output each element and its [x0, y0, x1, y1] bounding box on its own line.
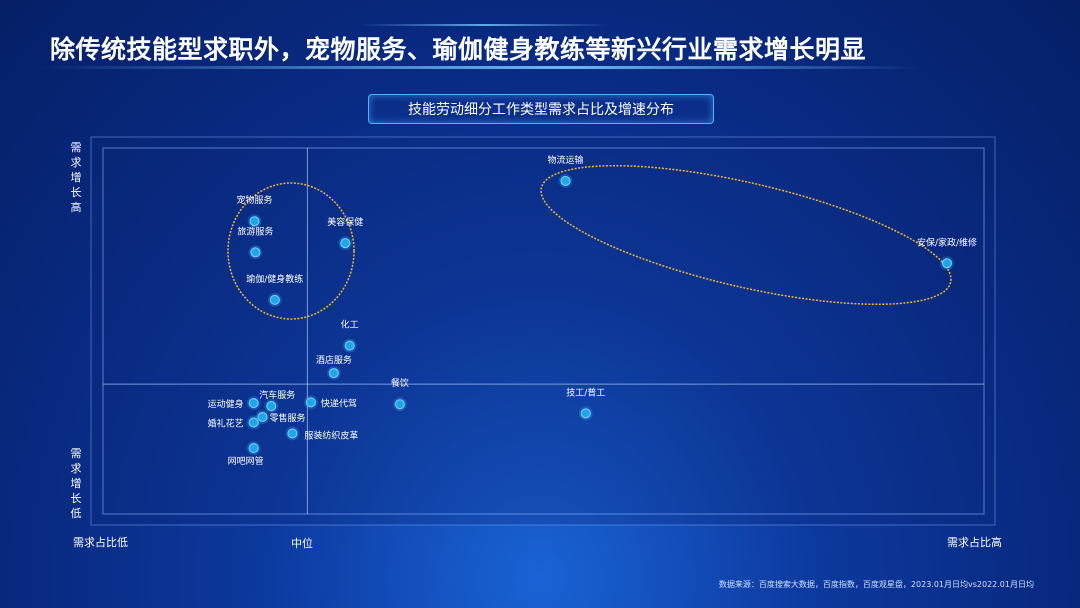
data-point-label: 婚礼花艺 — [208, 418, 244, 430]
data-point-label: 化工 — [341, 319, 359, 331]
data-point — [287, 428, 298, 439]
data-point-label: 瑜伽/健身教练 — [246, 273, 303, 285]
data-point-label: 安保/家政/维修 — [917, 236, 977, 248]
data-point-label: 酒店服务 — [316, 354, 352, 366]
data-point-label: 网吧网管 — [228, 455, 264, 467]
y-axis-high-label: 需求增长高 — [70, 141, 82, 214]
x-axis-mid-label: 中位 — [291, 537, 313, 550]
data-point-label: 餐饮 — [391, 377, 409, 389]
chart-outer-frame — [90, 136, 996, 526]
chart-subtitle: 技能劳动细分工作类型需求占比及增速分布 — [368, 94, 714, 124]
highlight-ellipse-emerging — [227, 182, 355, 320]
data-point — [248, 398, 259, 409]
data-point-label: 运动健身 — [208, 398, 244, 410]
data-point — [266, 401, 277, 412]
data-point-label: 旅游服务 — [237, 225, 273, 237]
data-point — [248, 443, 259, 454]
chart-subtitle-text: 技能劳动细分工作类型需求占比及增速分布 — [408, 102, 674, 118]
data-point — [560, 175, 571, 186]
data-point — [328, 368, 339, 379]
data-point — [305, 397, 316, 408]
data-source-note: 数据来源：百度搜索大数据，百度指数，百度观星盘，2023.01月日均vs2022… — [718, 580, 1034, 589]
data-point — [248, 417, 259, 428]
data-point-label: 宠物服务 — [237, 194, 273, 206]
data-point — [250, 247, 261, 258]
data-point-label: 美容保健 — [327, 216, 363, 228]
chart-inner-frame — [102, 147, 985, 515]
data-point-label: 技工/普工 — [566, 386, 605, 398]
data-point — [941, 258, 952, 269]
y-axis-low-label: 需求增长低 — [70, 447, 82, 520]
data-point — [269, 294, 280, 305]
data-point-label: 零售服务 — [269, 412, 305, 424]
data-point — [249, 216, 260, 227]
data-point — [344, 340, 355, 351]
data-point-label: 服装纺织皮革 — [304, 429, 358, 441]
x-axis-low-label: 需求占比低 — [73, 536, 128, 549]
page-title: 除传统技能型求职外，宠物服务、瑜伽健身教练等新兴行业需求增长明显 — [50, 35, 867, 64]
title-decoration — [360, 24, 610, 26]
data-point-label: 汽车服务 — [259, 389, 295, 401]
data-point — [580, 408, 591, 419]
data-point — [340, 238, 351, 249]
title-underline — [40, 66, 920, 69]
data-point-label: 物流运输 — [548, 154, 584, 166]
x-axis-high-label: 需求占比高 — [947, 536, 1002, 549]
data-point-label: 快递代驾 — [321, 397, 357, 409]
data-point — [257, 412, 268, 423]
data-point — [394, 399, 405, 410]
